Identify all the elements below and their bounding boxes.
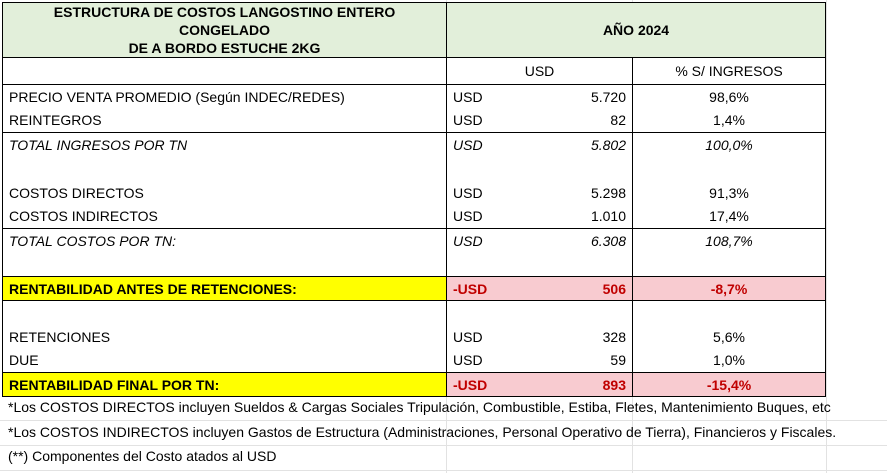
row-currency[interactable]: USD [446, 180, 507, 205]
year-header-cell[interactable]: AÑO 2024 [445, 2, 827, 58]
table-title-line1: ESTRUCTURA DE COSTOS LANGOSTINO ENTERO C… [53, 4, 396, 38]
table-row-highlight: RENTABILIDAD FINAL POR TN: -USD 893 -15,… [2, 372, 827, 397]
gridline [0, 470, 887, 471]
row-currency[interactable]: USD [446, 108, 507, 133]
row-label[interactable]: REINTEGROS [2, 108, 447, 133]
table-row-spacer [2, 300, 827, 325]
row-percent[interactable]: 100,0% [631, 132, 827, 157]
row-percent[interactable]: 1,4% [631, 108, 827, 133]
row-currency[interactable]: -USD [446, 276, 507, 301]
row-value[interactable]: 1.010 [590, 208, 626, 225]
row-label[interactable]: COSTOS INDIRECTOS [2, 204, 447, 229]
table-row: REINTEGROS USD 82 1,4% [2, 108, 827, 133]
row-percent[interactable]: 108,7% [631, 228, 827, 253]
row-currency[interactable]: USD [446, 324, 507, 349]
table-row: RETENCIONES USD 328 5,6% [2, 324, 827, 349]
row-value[interactable]: 893 [506, 372, 633, 397]
table-row-spacer [2, 252, 827, 277]
subheader-row: USD % S/ INGRESOS [2, 57, 827, 85]
table-row-total: TOTAL INGRESOS POR TN USD 5.802 100,0% [2, 132, 827, 157]
row-label[interactable]: PRECIO VENTA PROMEDIO (Según INDEC/REDES… [2, 84, 447, 109]
row-value[interactable]: 328 [602, 328, 626, 345]
row-currency[interactable]: USD [446, 348, 507, 373]
row-currency[interactable]: USD [446, 228, 507, 253]
row-value[interactable]: 5.298 [590, 184, 626, 201]
row-value[interactable]: 506 [506, 276, 633, 301]
empty-cell[interactable] [2, 57, 447, 85]
header-row: ESTRUCTURA DE COSTOS LANGOSTINO ENTERO C… [2, 2, 827, 58]
table-row-total: TOTAL COSTOS POR TN: USD 6.308 108,7% [2, 228, 827, 253]
gridline [0, 445, 887, 446]
footnote-usd-components[interactable]: (**) Componentes del Costo atados al USD [8, 448, 277, 464]
empty-cell[interactable] [631, 156, 827, 181]
row-percent[interactable]: 91,3% [631, 180, 827, 205]
empty-cell[interactable] [2, 252, 447, 277]
table-row: COSTOS DIRECTOS USD 5.298 91,3% [2, 180, 827, 205]
row-label[interactable]: TOTAL COSTOS POR TN: [2, 228, 447, 253]
empty-cell[interactable] [446, 156, 507, 181]
pct-column-header[interactable]: % S/ INGRESOS [631, 57, 827, 85]
row-value[interactable]: 82 [610, 112, 626, 129]
table-row: DUE USD 59 1,0% [2, 348, 827, 373]
row-currency[interactable]: USD [446, 132, 507, 157]
row-currency[interactable]: -USD [446, 372, 507, 397]
empty-cell[interactable] [446, 300, 507, 325]
gridline [826, 0, 827, 473]
empty-cell[interactable] [2, 156, 447, 181]
row-label[interactable]: RENTABILIDAD ANTES DE RETENCIONES: [2, 276, 447, 301]
footnotes: *Los COSTOS DIRECTOS incluyen Sueldos & … [8, 395, 836, 469]
row-label[interactable]: TOTAL INGRESOS POR TN [2, 132, 447, 157]
row-percent[interactable]: 1,0% [631, 348, 827, 373]
gridline [0, 420, 887, 421]
empty-cell[interactable] [507, 253, 633, 277]
empty-cell[interactable] [507, 157, 633, 181]
empty-cell[interactable] [2, 300, 447, 325]
row-label[interactable]: DUE [2, 348, 447, 373]
table-title-line2: DE A BORDO ESTUCHE 2KG [128, 40, 321, 56]
empty-cell[interactable] [507, 301, 633, 325]
row-value[interactable]: 6.308 [506, 228, 633, 253]
table-row: PRECIO VENTA PROMEDIO (Según INDEC/REDES… [2, 84, 827, 109]
row-label[interactable]: RETENCIONES [2, 324, 447, 349]
row-percent[interactable]: -8,7% [631, 276, 827, 301]
row-value[interactable]: 59 [610, 352, 626, 369]
empty-cell[interactable] [631, 252, 827, 277]
row-label[interactable]: COSTOS DIRECTOS [2, 180, 447, 205]
footnote-direct-costs[interactable]: *Los COSTOS DIRECTOS incluyen Sueldos & … [8, 399, 831, 415]
row-percent[interactable]: 98,6% [631, 84, 827, 109]
table-row-spacer [2, 156, 827, 181]
usd-column-header[interactable]: USD [446, 57, 633, 85]
row-value[interactable]: 5.720 [506, 84, 633, 109]
row-percent[interactable]: -15,4% [631, 372, 827, 397]
table-row: COSTOS INDIRECTOS USD 1.010 17,4% [2, 204, 827, 229]
cost-structure-table: ESTRUCTURA DE COSTOS LANGOSTINO ENTERO C… [2, 2, 827, 397]
row-label[interactable]: RENTABILIDAD FINAL POR TN: [2, 372, 447, 397]
row-currency[interactable]: USD [446, 84, 507, 109]
row-value[interactable]: 5.802 [506, 132, 633, 157]
table-row-highlight: RENTABILIDAD ANTES DE RETENCIONES: -USD … [2, 276, 827, 301]
empty-cell[interactable] [446, 252, 507, 277]
table-title-cell[interactable]: ESTRUCTURA DE COSTOS LANGOSTINO ENTERO C… [2, 2, 447, 58]
row-percent[interactable]: 5,6% [631, 324, 827, 349]
footnote-indirect-costs[interactable]: *Los COSTOS INDIRECTOS incluyen Gastos d… [8, 423, 837, 440]
empty-cell[interactable] [631, 300, 827, 325]
row-percent[interactable]: 17,4% [631, 204, 827, 229]
row-currency[interactable]: USD [446, 204, 507, 229]
